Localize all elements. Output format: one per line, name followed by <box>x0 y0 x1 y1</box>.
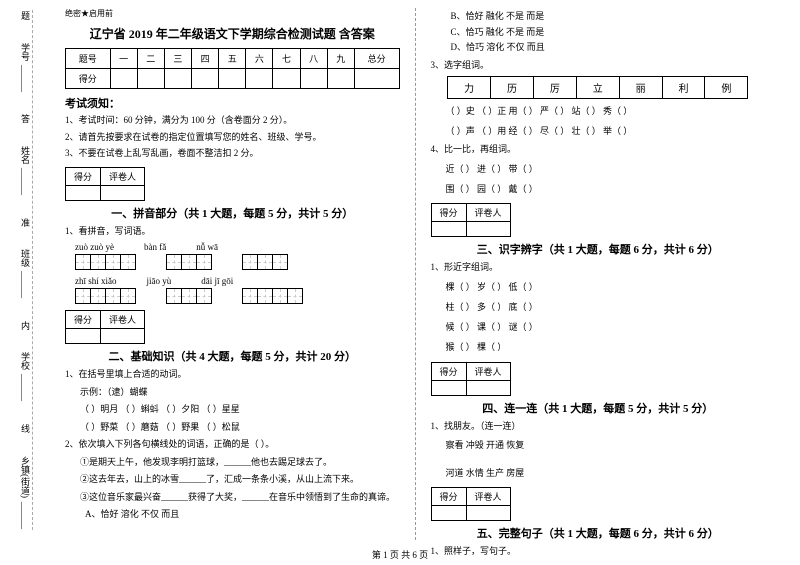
pinyin-row-2: zhī shí xiǎojiāo yùdāi jī gōi <box>75 276 400 286</box>
q2-l1: ①是期天上午，他发现李明打篮球，______他也去踢足球去了。 <box>65 456 400 470</box>
exam-title: 辽宁省 2019 年二年级语文下学期综合检测试题 含答案 <box>65 25 400 42</box>
s3-r3: 猴（ ） 棵（ ） <box>431 339 766 355</box>
grid-row-1 <box>75 254 400 270</box>
q4-1: 1、找朋友。（连一连） <box>431 420 766 434</box>
side-zhun: 准 <box>19 218 32 227</box>
score-box-5: 得分评卷人 <box>431 487 511 521</box>
q2-ex: 示例：（逮）蝴蝶 <box>65 386 400 400</box>
notice-2: 2、请首先按要求在试卷的指定位置填写您的姓名、班级、学号。 <box>65 131 400 145</box>
q2-4: 4、比一比，再组词。 <box>431 143 766 157</box>
score-box-1: 得分评卷人 <box>65 167 145 201</box>
binding-line <box>32 10 33 530</box>
s3-r0: 棵（ ） 岁（ ） 低（ ） <box>431 279 766 295</box>
opt-b: B、恰好 融化 不是 而是 <box>451 10 766 24</box>
score-box-3: 得分评卷人 <box>431 203 511 237</box>
side-nei: 内 <box>19 321 32 330</box>
side-xuehao: 学号______ <box>19 43 32 92</box>
q2-r1: （ ）明月 （ ）蝌蚪 （ ）夕阳 （ ）星星 <box>65 403 400 417</box>
s3-r1: 柱（ ） 多（ ） 底（ ） <box>431 299 766 315</box>
side-ti: 题 <box>19 11 32 20</box>
char-select: 力历厉立丽利例 <box>447 76 748 99</box>
score-box-2: 得分评卷人 <box>65 310 145 344</box>
notice-3: 3、不要在试卷上乱写乱画，卷面不整洁扣 2 分。 <box>65 147 400 161</box>
q2-l2: ②这去年去，山上的冰雪______了，汇成一条条小溪，从山上流下来。 <box>65 473 400 487</box>
s4-r2: 河道 水情 生产 房屋 <box>431 465 766 481</box>
notice-1: 1、考试时间：60 分钟，满分为 100 分（含卷面分 2 分）。 <box>65 114 400 128</box>
s3-r2: 候（ ） 课（ ） 谜（ ） <box>431 319 766 335</box>
q2-2: 2、依次填入下列各句横线处的词语，正确的是（ ）。 <box>65 438 400 452</box>
side-xiangzhen: 乡镇(街道)______ <box>19 456 32 529</box>
pinyin-row-1: zuò zuò yèbàn fǎnǚ wā <box>75 242 400 252</box>
q2-1: 1、在括号里填上合适的动词。 <box>65 368 400 382</box>
q2-r2: （ ）野菜 （ ）蘑菇 （ ）野果 （ ）松鼠 <box>65 421 400 435</box>
notice-title: 考试须知： <box>65 95 400 111</box>
page-footer: 第 1 页 共 6 页 <box>0 548 800 561</box>
section-4-title: 四、连一连（共 1 大题，每题 5 分，共计 5 分） <box>431 400 766 416</box>
secret-tag: 绝密★启用前 <box>65 8 400 19</box>
side-da: 答 <box>19 114 32 123</box>
q1-1: 1、看拼音，写词语。 <box>65 225 400 239</box>
opt-a: A、恰好 溶化 不仅 而且 <box>85 508 400 522</box>
opt-d: D、恰巧 溶化 不仅 而且 <box>451 41 766 55</box>
s4-r1: 察看 冲毁 开通 恢复 <box>431 437 766 453</box>
q2-3: 3、选字组词。 <box>431 59 766 73</box>
section-1-title: 一、拼音部分（共 1 大题，每题 5 分，共计 5 分） <box>65 205 400 221</box>
q3-1: 1、形近字组词。 <box>431 261 766 275</box>
q2-l3: ③这位音乐家最兴奋______获得了大奖，______在音乐中领悟到了生命的真谛… <box>65 491 400 505</box>
section-3-title: 三、识字辨字（共 1 大题，每题 6 分，共计 6 分） <box>431 241 766 257</box>
fill-3b: （ ）声 （ ）用 经（ ） 尽（ ） 壮（ ） 举（ ） <box>431 123 766 139</box>
side-xuexiao: 学校______ <box>19 352 32 401</box>
side-banji: 班级______ <box>19 249 32 298</box>
fill-4a: 近（ ） 进（ ） 带（ ） <box>431 161 766 177</box>
opt-c: C、恰巧 融化 不是 而是 <box>451 26 766 40</box>
section-5-title: 五、完整句子（共 1 大题，每题 6 分，共计 6 分） <box>431 525 766 541</box>
score-box-4: 得分评卷人 <box>431 362 511 396</box>
section-2-title: 二、基础知识（共 4 大题，每题 5 分，共计 20 分） <box>65 348 400 364</box>
side-xingming: 姓名______ <box>19 146 32 195</box>
fill-3a: （ ）史 （ ）正 用（ ） 严（ ） 站（ ） 秀（ ） <box>431 103 766 119</box>
score-table: 题号一二三四五六七八九总分 得分 <box>65 48 400 89</box>
fill-4b: 围（ ） 园（ ） 戴（ ） <box>431 181 766 197</box>
side-xian: 线 <box>19 424 32 433</box>
grid-row-2 <box>75 288 400 304</box>
